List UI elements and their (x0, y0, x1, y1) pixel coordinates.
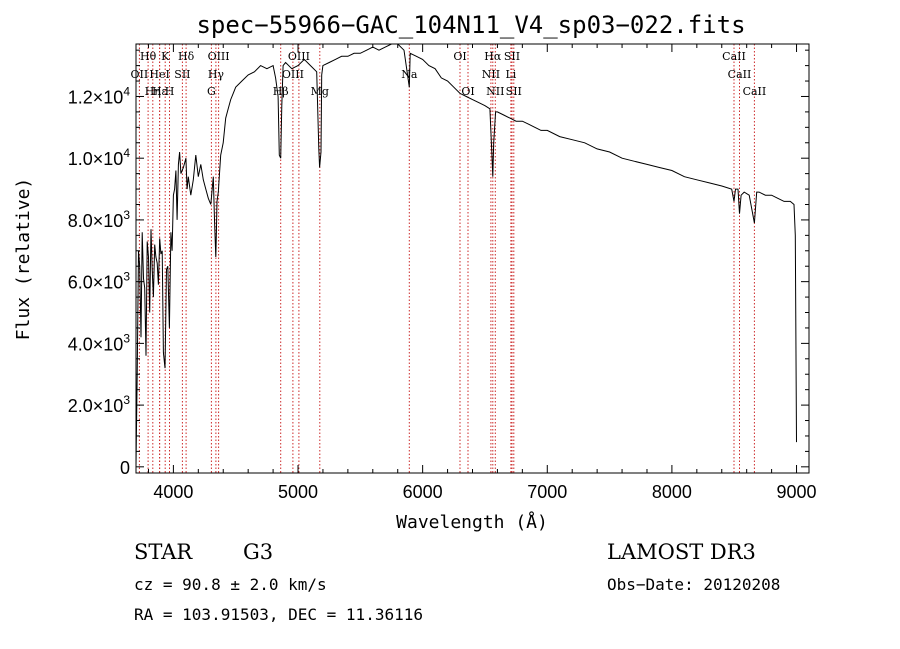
line-marker-label-18: OI (461, 85, 474, 98)
line-marker-label-21: NII (486, 85, 504, 98)
x-axis-ticks: 4000 5000 6000 7000 8000 9000 (147, 44, 817, 502)
line-marker-label-27: CaII (743, 85, 767, 98)
object-class: STAR (134, 540, 193, 564)
x-tick-label-1: 5000 (278, 482, 318, 502)
x-tick-label-2: 6000 (403, 482, 443, 502)
y-tick-label-3: 6.0×103 (68, 270, 131, 293)
line-marker-label-24: SII (506, 85, 522, 98)
y-tick-label-4: 8.0×103 (68, 208, 131, 231)
line-marker-label-7: SII (174, 68, 190, 81)
line-marker-label-14: OIII (282, 68, 304, 81)
line-marker-label-12: Hβ (273, 85, 289, 98)
line-marker-label-15: Mg (311, 85, 329, 98)
emission-line-markers (138, 44, 755, 473)
line-marker-label-26: CaII (728, 68, 752, 81)
line-marker-label-2: Hη (145, 85, 161, 98)
y-tick-label-0: 0 (120, 458, 130, 478)
line-marker-label-5: K (161, 50, 170, 63)
y-tick-label-1: 2.0×103 (68, 393, 131, 416)
line-marker-label-0: Hθ (140, 50, 157, 63)
x-tick-label-5: 9000 (777, 482, 817, 502)
x-axis-label: Wavelength (Å) (396, 511, 548, 533)
y-tick-label-5: 1.0×104 (68, 146, 131, 169)
line-marker-label-22: SII (504, 50, 520, 63)
x-tick-label-3: 7000 (527, 482, 567, 502)
line-marker-label-9: OIII (208, 50, 230, 63)
spectrum-line (135, 43, 797, 467)
line-marker-label-11: G (207, 85, 216, 98)
x-tick-label-4: 8000 (652, 482, 692, 502)
line-marker-label-1: OII (131, 68, 149, 81)
line-marker-label-10: Hγ (208, 68, 225, 81)
plot-frame (135, 43, 810, 474)
y-tick-label-6: 1.2×104 (68, 84, 131, 107)
line-marker-label-19: Hα (484, 50, 502, 63)
y-axis-label: Flux (relative) (13, 178, 34, 341)
survey-name: LAMOST DR3 (607, 540, 756, 564)
line-marker-label-25: CaII (722, 50, 746, 63)
line-marker-label-4: Hε (152, 85, 168, 98)
line-marker-label-3: HeI (149, 68, 169, 81)
coordinates-text: RA = 103.91503, DEC = 11.36116 (134, 605, 423, 624)
y-axis-ticks: 0 2.0×103 4.0×103 6.0×103 8.0×103 1.0×104 1.2×… (68, 49, 809, 478)
object-subclass: G3 (243, 540, 273, 564)
obs-date-text: Obs−Date: 20120208 (607, 575, 780, 594)
line-marker-label-20: NII (482, 68, 500, 81)
chart-title: spec−55966−GAC_104N11_V4_sp03−022.fits (196, 11, 745, 39)
y-tick-label-2: 4.0×103 (68, 331, 131, 354)
line-marker-label-6: H (165, 85, 175, 98)
redshift-text: cz = 90.8 ± 2.0 km/s (134, 575, 327, 594)
line-marker-label-17: OI (453, 50, 466, 63)
line-marker-label-23: Li (505, 68, 516, 81)
line-marker-label-8: Hδ (178, 50, 195, 63)
x-tick-label-0: 4000 (153, 482, 193, 502)
